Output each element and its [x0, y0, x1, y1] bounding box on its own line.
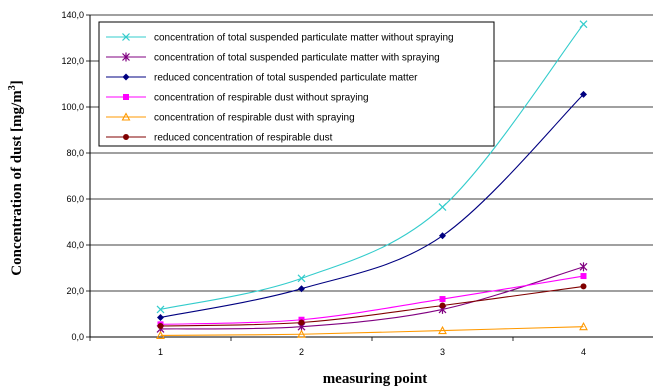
legend-label: concentration of respirable dust with sp… [154, 113, 355, 124]
legend-label: concentration of respirable dust without… [154, 93, 369, 104]
y-tick-label: 140,0 [61, 10, 84, 20]
x-tick-label: 3 [440, 347, 445, 357]
y-axis-title: Concentration of dust [mg/m3] [7, 80, 25, 275]
data-point [440, 302, 446, 308]
legend: concentration of total suspended particu… [99, 22, 494, 146]
y-tick-label: 60,0 [66, 194, 84, 204]
data-point [299, 320, 305, 326]
legend-label: reduced concentration of total suspended… [154, 73, 418, 84]
y-tick-label: 120,0 [61, 56, 84, 66]
legend-marker [123, 94, 129, 100]
y-tick-label: 20,0 [66, 286, 84, 296]
x-axis-title: measuring point [323, 371, 428, 387]
x-tick-label: 4 [581, 347, 586, 357]
y-tick-label: 0,0 [71, 332, 84, 342]
x-tick-label: 2 [299, 347, 304, 357]
data-point [581, 283, 587, 289]
y-tick-label: 100,0 [61, 102, 84, 112]
x-tick-label: 1 [158, 347, 163, 357]
y-tick-label: 40,0 [66, 240, 84, 250]
y-tick-label: 80,0 [66, 148, 84, 158]
legend-label: concentration of total suspended particu… [154, 33, 454, 44]
y-axis-title-main: Concentration of dust [mg/m [9, 90, 25, 276]
data-point [581, 273, 587, 279]
legend-label: concentration of total suspended particu… [154, 53, 440, 64]
legend-entry: concentration of total suspended particu… [106, 33, 454, 44]
legend-entry: concentration of total suspended particu… [106, 53, 440, 64]
y-axis-title-close: ] [9, 80, 25, 85]
legend-label: reduced concentration of respirable dust [154, 133, 333, 144]
data-point [158, 323, 164, 329]
legend-marker [123, 134, 129, 140]
data-point [440, 296, 446, 302]
